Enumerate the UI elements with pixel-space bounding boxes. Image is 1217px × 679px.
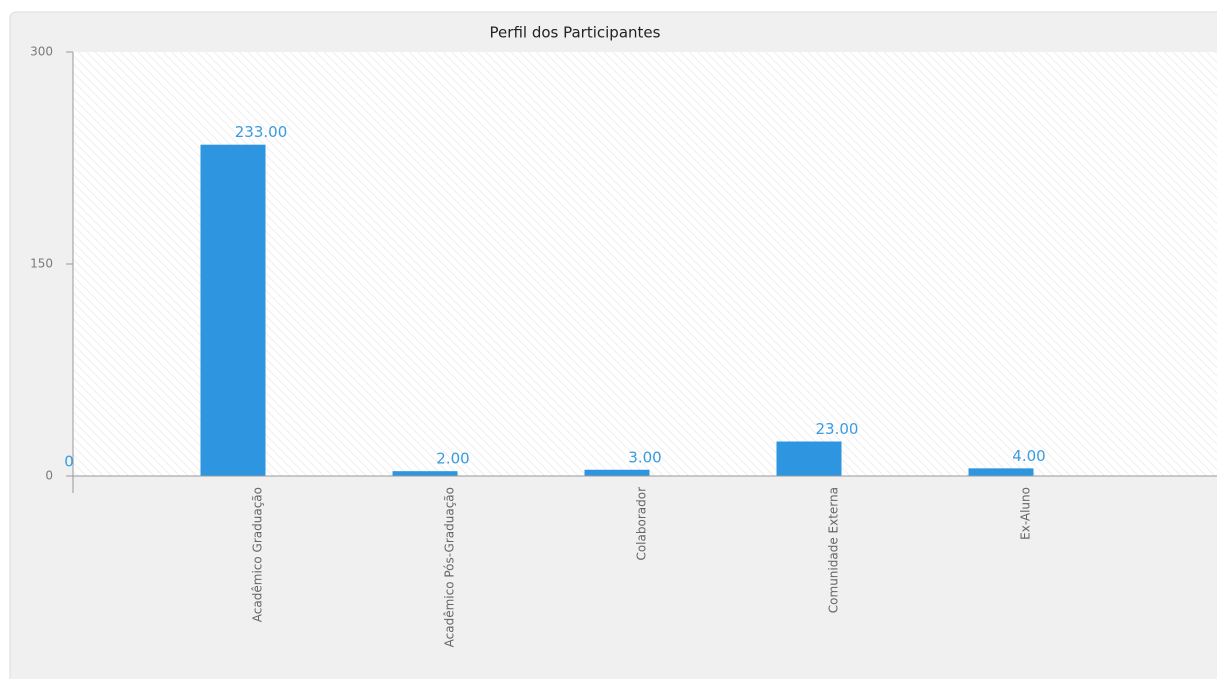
value-label: 0: [64, 453, 74, 471]
plot-layer: [200, 144, 1034, 477]
x-tick-label: Acadêmico Pós-Graduação: [443, 487, 457, 647]
value-label: 23.00: [816, 420, 859, 438]
chart-title: Perfil dos Participantes: [490, 24, 661, 42]
x-tick-label: Comunidade Externa: [827, 487, 841, 613]
x-tick-label: Colaborador: [635, 487, 649, 561]
x-tick-label: Acadêmico Graduação: [251, 487, 265, 622]
y-tick-label: 0: [45, 469, 53, 483]
bar: [392, 471, 458, 477]
value-label: 233.00: [235, 123, 288, 141]
value-label: 4.00: [1012, 447, 1045, 465]
bar: [200, 144, 266, 476]
y-tick-label: 300: [30, 45, 53, 59]
bar: [776, 441, 842, 477]
x-tick-label: Ex-Aluno: [1019, 487, 1033, 540]
value-label: 3.00: [628, 448, 661, 466]
bar: [968, 468, 1034, 477]
y-tick-label: 150: [30, 257, 53, 271]
bar: [584, 469, 650, 477]
value-label: 2.00: [436, 450, 469, 468]
